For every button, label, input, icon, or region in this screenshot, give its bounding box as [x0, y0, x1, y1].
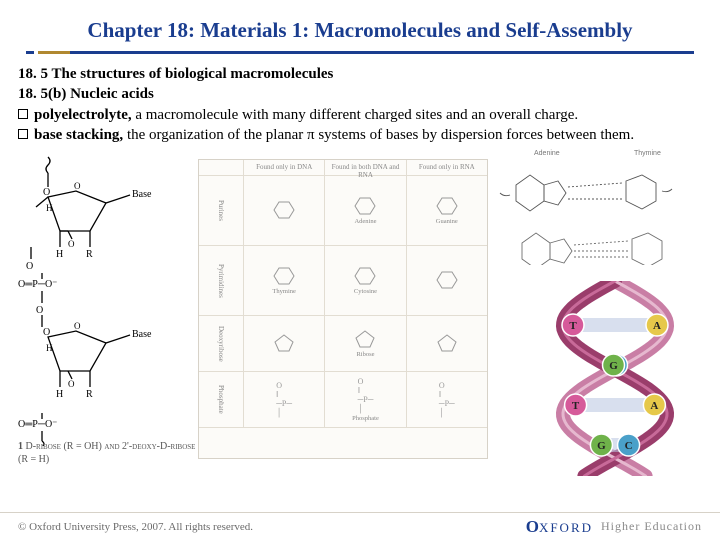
footer-copyright: © Oxford University Press, 2007. All rig… — [18, 521, 253, 533]
svg-text:T: T — [572, 400, 580, 412]
svg-text:O: O — [74, 321, 81, 331]
svg-text:O: O — [74, 181, 81, 191]
svg-text:Base: Base — [132, 329, 152, 340]
title-underline — [26, 51, 694, 54]
bullet2-term: base stacking, — [34, 127, 123, 143]
figure-dna-helix: TACGTAGC — [530, 281, 700, 476]
svg-text:G: G — [597, 440, 606, 452]
bullet1-text: a macromolecule with many different char… — [132, 107, 579, 123]
svg-text:H: H — [56, 249, 63, 260]
svg-text:T: T — [569, 320, 577, 332]
bp-label-adenine: Adenine — [534, 150, 560, 157]
bullet-square-icon — [18, 109, 28, 119]
svg-text:A: A — [653, 320, 661, 332]
svg-text:O═P─O⁻: O═P─O⁻ — [18, 419, 57, 430]
figure-bases-table: Found only in DNAFound in both DNA and R… — [198, 159, 488, 459]
section-heading-2: 18. 5(b) Nucleic acids — [18, 84, 702, 104]
svg-text:R: R — [86, 249, 93, 260]
figure-caption-1: 1 D-ribose (R = OH) and 2'-deoxy-D-ribos… — [18, 441, 198, 466]
svg-text:O: O — [68, 379, 75, 389]
caption-text: D-ribose (R = OH) and 2'-deoxy-D-ribose … — [18, 441, 195, 465]
svg-text:O: O — [36, 305, 43, 316]
svg-text:H: H — [46, 203, 53, 213]
footer-brand: OXFORD — [526, 517, 593, 537]
svg-text:C: C — [625, 440, 633, 452]
svg-text:O═P─O⁻: O═P─O⁻ — [18, 279, 57, 290]
bullet1-term: polyelectrolyte, — [34, 107, 132, 123]
svg-text:A: A — [650, 400, 658, 412]
bullet-1: polyelectrolyte, a macromolecule with ma… — [18, 105, 702, 125]
bullet-2: base stacking, the organization of the p… — [18, 125, 702, 145]
bullet-square-icon — [18, 129, 28, 139]
bullet2-text: the organization of the planar π systems… — [123, 127, 634, 143]
svg-text:G: G — [609, 360, 618, 372]
figure-nucleotide-structure: O O Base H R O H O O═P─O⁻ O — [18, 151, 178, 446]
svg-text:O: O — [68, 239, 75, 249]
svg-text:O: O — [26, 261, 33, 272]
section-heading-1: 18. 5 The structures of biological macro… — [18, 64, 702, 84]
footer-subbrand: Higher Education — [601, 519, 702, 534]
content-block: 18. 5 The structures of biological macro… — [0, 64, 720, 145]
bp-label-thymine: Thymine — [634, 150, 661, 157]
figure-base-pairing: Adenine Thymine — [496, 145, 706, 265]
svg-text:Base: Base — [132, 189, 152, 200]
svg-text:H: H — [46, 343, 53, 353]
svg-text:R: R — [86, 389, 93, 400]
caption-number: 1 — [18, 441, 23, 452]
figures-area: O O Base H R O H O O═P─O⁻ O — [0, 151, 720, 481]
page-title: Chapter 18: Materials 1: Macromolecules … — [0, 0, 720, 49]
svg-text:H: H — [56, 389, 63, 400]
footer: © Oxford University Press, 2007. All rig… — [0, 512, 720, 540]
